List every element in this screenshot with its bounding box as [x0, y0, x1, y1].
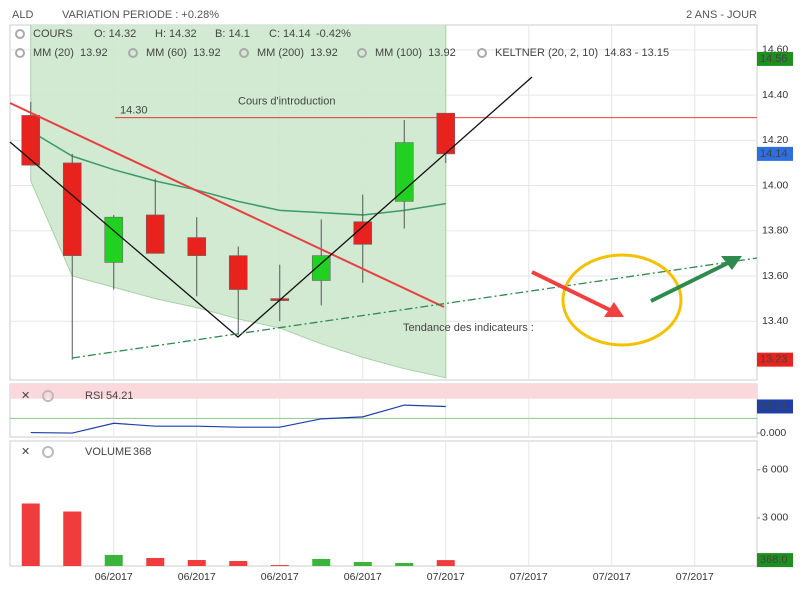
indicator-legend: MM (200) 13.92 — [257, 47, 338, 59]
arrow — [650, 260, 731, 303]
circle — [561, 253, 683, 347]
x-tick-label: 07/2017 — [510, 571, 548, 583]
gear-icon[interactable] — [128, 48, 138, 58]
gear-icon[interactable] — [15, 29, 25, 39]
variation: VARIATION PERIODE : +0.28% — [62, 9, 219, 21]
y-tick-label: 14.40 — [762, 89, 788, 101]
drawings — [9, 76, 758, 359]
y-tick-label: 14.00 — [762, 179, 788, 191]
reference-text: Cours d'introduction — [238, 96, 336, 108]
y-tick-label: 3 000 — [762, 512, 788, 524]
x-tick-label: 06/2017 — [261, 571, 299, 583]
indicator-legend: KELTNER (20, 2, 10) 14.83 - 13.15 — [495, 47, 669, 59]
trendline — [9, 102, 445, 308]
volume-value: 368 — [133, 446, 151, 458]
price-tag-label: 14.56 — [760, 53, 788, 65]
legend-cours: COURS — [33, 28, 73, 40]
volume-bar — [395, 562, 414, 566]
y-tick-label: 14.20 — [762, 134, 788, 146]
y-tick-label: 6 000 — [762, 464, 788, 476]
y-tick-label: 0.000 — [760, 427, 786, 439]
price-tag — [757, 51, 793, 66]
volume-bar — [229, 561, 248, 566]
candle-body — [104, 216, 124, 263]
x-tick-label: 07/2017 — [676, 571, 714, 583]
legend-high: H: 14.32 — [155, 28, 197, 40]
x-tick-label: 06/2017 — [95, 571, 133, 583]
volume-bar — [104, 554, 123, 566]
gear-icon[interactable] — [477, 48, 487, 58]
volume-bar — [63, 511, 82, 566]
volume-bar — [436, 560, 455, 566]
candle-body — [62, 162, 82, 256]
candle-body — [187, 237, 207, 256]
overbought-zone — [10, 384, 757, 399]
period: 2 ANS - JOUR — [686, 9, 757, 21]
trendline — [71, 257, 758, 359]
x-tick-label: 06/2017 — [344, 571, 382, 583]
volume-title: VOLUME — [85, 446, 131, 458]
gear-icon[interactable] — [239, 48, 249, 58]
close-icon[interactable]: ✕ — [21, 446, 30, 458]
legend-close: C: 14.14 — [269, 28, 311, 40]
candle-body — [394, 142, 414, 202]
symbol: ALD — [12, 9, 33, 21]
gear-icon[interactable] — [357, 48, 367, 58]
arrow — [531, 270, 613, 313]
volume-bar — [270, 565, 289, 566]
volume-bar — [187, 559, 206, 566]
annotation: Tendance des indicateurs : — [403, 322, 534, 334]
candle-body — [145, 214, 165, 254]
price-tag — [757, 352, 793, 367]
arrow-head — [721, 256, 742, 270]
volume-bar — [21, 503, 40, 566]
rsi-value: 54.21 — [106, 390, 134, 402]
volume-bar — [146, 557, 165, 566]
price-tag — [757, 146, 793, 161]
value-tag-label: 368.0 — [760, 554, 788, 566]
close-icon[interactable]: ✕ — [21, 390, 30, 402]
y-tick-label: 13.80 — [762, 225, 788, 237]
rsi-line — [30, 404, 446, 434]
candle-body — [228, 255, 248, 290]
value-tag-label: 54.21 — [760, 400, 788, 412]
reference-label: 14.30 — [120, 105, 148, 117]
x-tick-label: 06/2017 — [178, 571, 216, 583]
candle-body — [311, 255, 331, 281]
gear-icon[interactable] — [15, 48, 25, 58]
indicator-legend: MM (60) 13.92 — [146, 47, 221, 59]
legend-low: B: 14.1 — [215, 28, 250, 40]
moving-average — [30, 130, 446, 216]
indicator-legend: MM (100) 13.92 — [375, 47, 456, 59]
volume-bar — [312, 558, 331, 566]
trendline — [9, 76, 533, 338]
rsi-title: RSI — [85, 390, 103, 402]
x-tick-label: 07/2017 — [427, 571, 465, 583]
y-tick-label: 13.40 — [762, 315, 788, 327]
value-tag — [757, 399, 793, 414]
candle-body — [21, 115, 41, 166]
value-tag — [757, 553, 793, 568]
candle-body — [353, 221, 373, 245]
y-tick-label: 13.60 — [762, 270, 788, 282]
arrow-head — [604, 302, 624, 317]
indicator-legend: MM (20) 13.92 — [33, 47, 108, 59]
gear-icon[interactable] — [42, 390, 54, 402]
legend-change: -0.42% — [316, 28, 351, 40]
price-tag-label: 14.14 — [760, 148, 788, 160]
price-tag-label: 13.23 — [760, 354, 788, 366]
x-tick-label: 07/2017 — [593, 571, 631, 583]
gear-icon[interactable] — [42, 446, 54, 458]
volume-bar — [353, 561, 372, 566]
legend-open: O: 14.32 — [94, 28, 136, 40]
volume-panel — [9, 440, 758, 567]
